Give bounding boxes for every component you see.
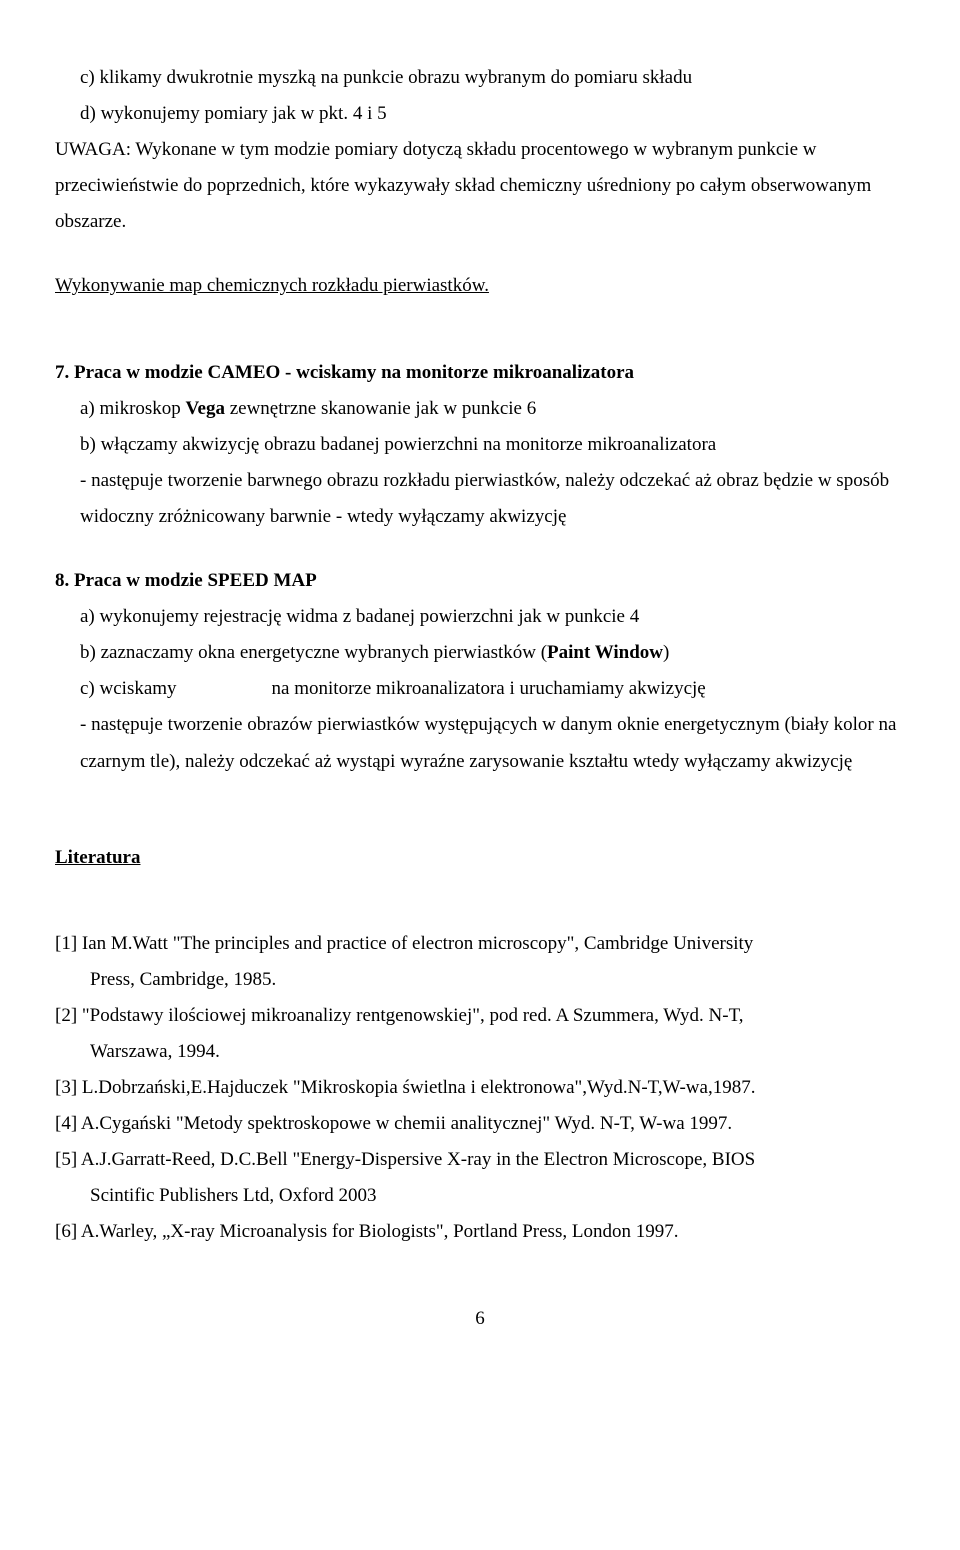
section-8-c: c) wciskamy na monitorze mikroanalizator… — [80, 671, 905, 707]
reference-5: [5] A.J.Garratt-Reed, D.C.Bell "Energy-D… — [55, 1142, 905, 1178]
section-8-title: 8. Praca w modzie SPEED MAP — [55, 563, 905, 599]
section-8-dash: - następuje tworzenie obrazów pierwiastk… — [80, 707, 905, 779]
reference-1-cont: Press, Cambridge, 1985. — [90, 962, 905, 998]
s7-a-vega: Vega — [186, 398, 225, 419]
s8-b-suffix: ) — [663, 642, 669, 663]
section-7-dash: - następuje tworzenie barwnego obrazu ro… — [80, 463, 905, 535]
reference-2-cont: Warszawa, 1994. — [90, 1034, 905, 1070]
uwaga-note: UWAGA: Wykonane w tym modzie pomiary dot… — [55, 132, 905, 240]
reference-3: [3] L.Dobrzański,E.Hajduczek "Mikroskopi… — [55, 1070, 905, 1106]
list-item-d: d) wykonujemy pomiary jak w pkt. 4 i 5 — [80, 96, 905, 132]
page-number: 6 — [55, 1301, 905, 1337]
reference-6: [6] A.Warley, „X-ray Microanalysis for B… — [55, 1214, 905, 1250]
s8-b-prefix: b) zaznaczamy okna energetyczne wybranyc… — [80, 642, 547, 663]
s8-b-paint-window: Paint Window — [547, 642, 663, 663]
section-7-title-text: 7. Praca w modzie CAMEO - wciskamy na mo… — [55, 362, 634, 383]
map-heading: Wykonywanie map chemicznych rozkładu pie… — [55, 268, 905, 304]
reference-1: [1] Ian M.Watt "The principles and pract… — [55, 926, 905, 962]
section-8-a: a) wykonujemy rejestrację widma z badane… — [80, 599, 905, 635]
section-7-a: a) mikroskop Vega zewnętrzne skanowanie … — [80, 391, 905, 427]
reference-2: [2] "Podstawy ilościowej mikroanalizy re… — [55, 998, 905, 1034]
list-item-c: c) klikamy dwukrotnie myszką na punkcie … — [80, 60, 905, 96]
section-8-b: b) zaznaczamy okna energetyczne wybranyc… — [80, 635, 905, 671]
s7-a-suffix: zewnętrzne skanowanie jak w punkcie 6 — [225, 398, 536, 419]
reference-5-cont: Scintific Publishers Ltd, Oxford 2003 — [90, 1178, 905, 1214]
reference-4: [4] A.Cygański "Metody spektroskopowe w … — [55, 1106, 905, 1142]
literatura-heading: Literatura — [55, 840, 905, 876]
section-7-title: 7. Praca w modzie CAMEO - wciskamy na mo… — [55, 355, 905, 391]
s7-a-prefix: a) mikroskop — [80, 398, 186, 419]
section-7-b: b) włączamy akwizycję obrazu badanej pow… — [80, 427, 905, 463]
